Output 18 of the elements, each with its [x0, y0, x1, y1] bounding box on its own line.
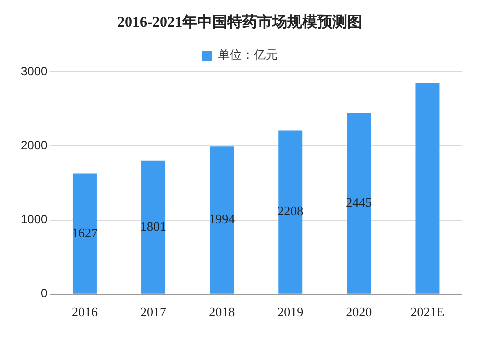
bar — [347, 113, 372, 294]
y-tick-label: 2000 — [20, 138, 48, 152]
bar — [72, 174, 97, 294]
bar — [142, 160, 166, 294]
bar — [278, 130, 303, 294]
x-tick-label: 2017 — [140, 304, 168, 320]
x-tick-label: 2016 — [72, 304, 98, 320]
y-tick-label: 3000 — [20, 64, 48, 78]
legend-label: 单位：亿元 — [218, 48, 278, 62]
x-tick-label: 2020 — [346, 304, 372, 320]
x-tick-label: 2019 — [278, 304, 304, 320]
y-tick-label: 1000 — [20, 212, 48, 227]
x-tick-label: 2018 — [209, 304, 236, 320]
bar — [210, 146, 234, 294]
y-tick-label: 0 — [41, 286, 48, 301]
x-tick-label: 2021E — [410, 304, 445, 320]
bar — [416, 83, 440, 294]
chart-title: 2016-2021年中国特药市场规模预测图 — [118, 12, 362, 31]
